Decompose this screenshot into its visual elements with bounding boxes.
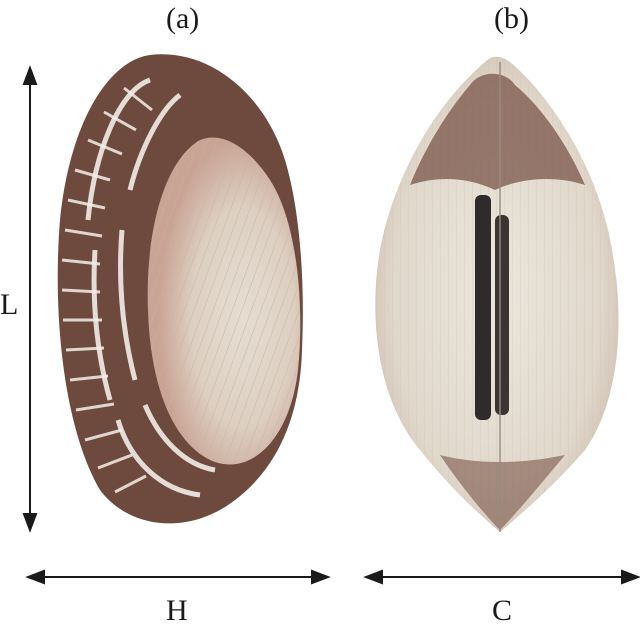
- length-label: L: [0, 288, 19, 321]
- hinge-ligament: [475, 195, 491, 420]
- shell-a-side-view: [57, 54, 303, 524]
- panel-label-a: (a): [166, 2, 200, 35]
- rim-stripes-a: [85, 77, 216, 498]
- height-label: H: [166, 594, 188, 627]
- panel-label-b: (b): [494, 2, 529, 35]
- shell-b-front-view: [375, 56, 619, 532]
- dimension-arrows: [22, 65, 640, 585]
- convexity-label: C: [492, 594, 513, 627]
